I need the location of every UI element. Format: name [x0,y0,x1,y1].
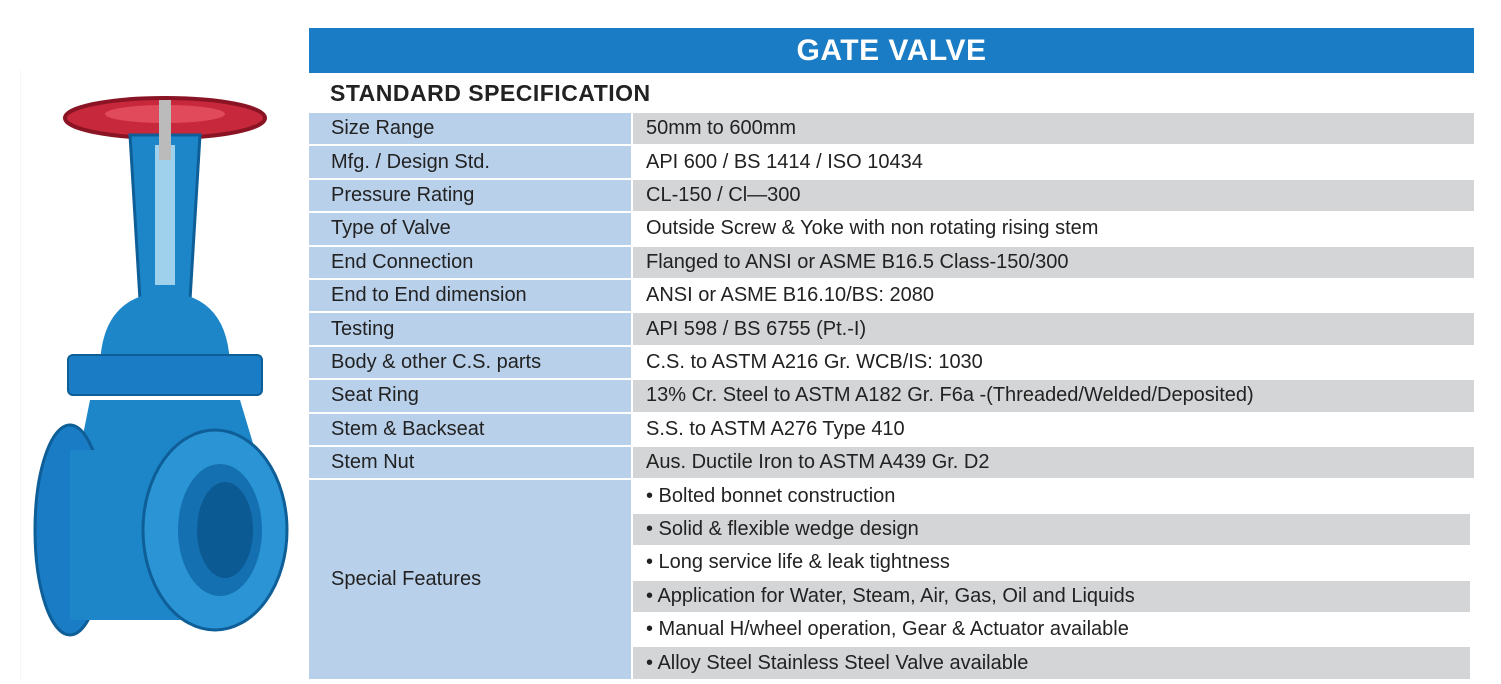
row-value: ANSI or ASME B16.10/BS: 2080 [646,284,934,307]
feature-item: • Manual H/wheel operation, Gear & Actua… [646,618,1129,641]
title-bar: GATE VALVE [309,28,1474,73]
feature-item: • Application for Water, Steam, Air, Gas… [633,580,1470,612]
row-value: 50mm to 600mm [633,113,1474,145]
row-value: C.S. to ASTM A216 Gr. WCB/IS: 1030 [646,350,983,373]
row-value: Flanged to ANSI or ASME B16.5 Class-150/… [633,246,1474,278]
row-value: API 600 / BS 1414 / ISO 10434 [646,150,923,173]
row-label: Type of Valve [309,213,631,245]
row-label: Seat Ring [309,380,631,412]
row-label: Size Range [309,113,631,145]
valve-illustration [20,70,289,680]
row-value: API 598 / BS 6755 (Pt.-I) [633,313,1474,345]
row-value: Outside Screw & Yoke with non rotating r… [646,217,1099,240]
row-label: End Connection [309,246,631,278]
row-label: Body & other C.S. parts [309,346,631,379]
row-label: Stem Nut [309,447,631,479]
features-label: Special Features [309,480,631,679]
feature-item: • Bolted bonnet construction [646,484,896,507]
row-label: Pressure Rating [309,179,631,212]
title: GATE VALVE [796,33,987,67]
subtitle: STANDARD SPECIFICATION [330,80,651,106]
row-value: Aus. Ductile Iron to ASTM A439 Gr. D2 [633,447,1474,479]
feature-item: • Alloy Steel Stainless Steel Valve avai… [633,647,1470,679]
row-label: Stem & Backseat [309,413,631,445]
row-label: Testing [309,313,631,345]
row-value: S.S. to ASTM A276 Type 410 [646,417,905,440]
row-label: End to End dimension [309,280,631,312]
feature-item: • Solid & flexible wedge design [633,513,1470,546]
row-value: CL-150 / Cl—300 [633,179,1474,212]
row-label: Mfg. / Design Std. [309,146,631,178]
feature-item: • Long service life & leak tightness [646,551,950,574]
row-value: 13% Cr. Steel to ASTM A182 Gr. F6a -(Thr… [633,380,1474,412]
